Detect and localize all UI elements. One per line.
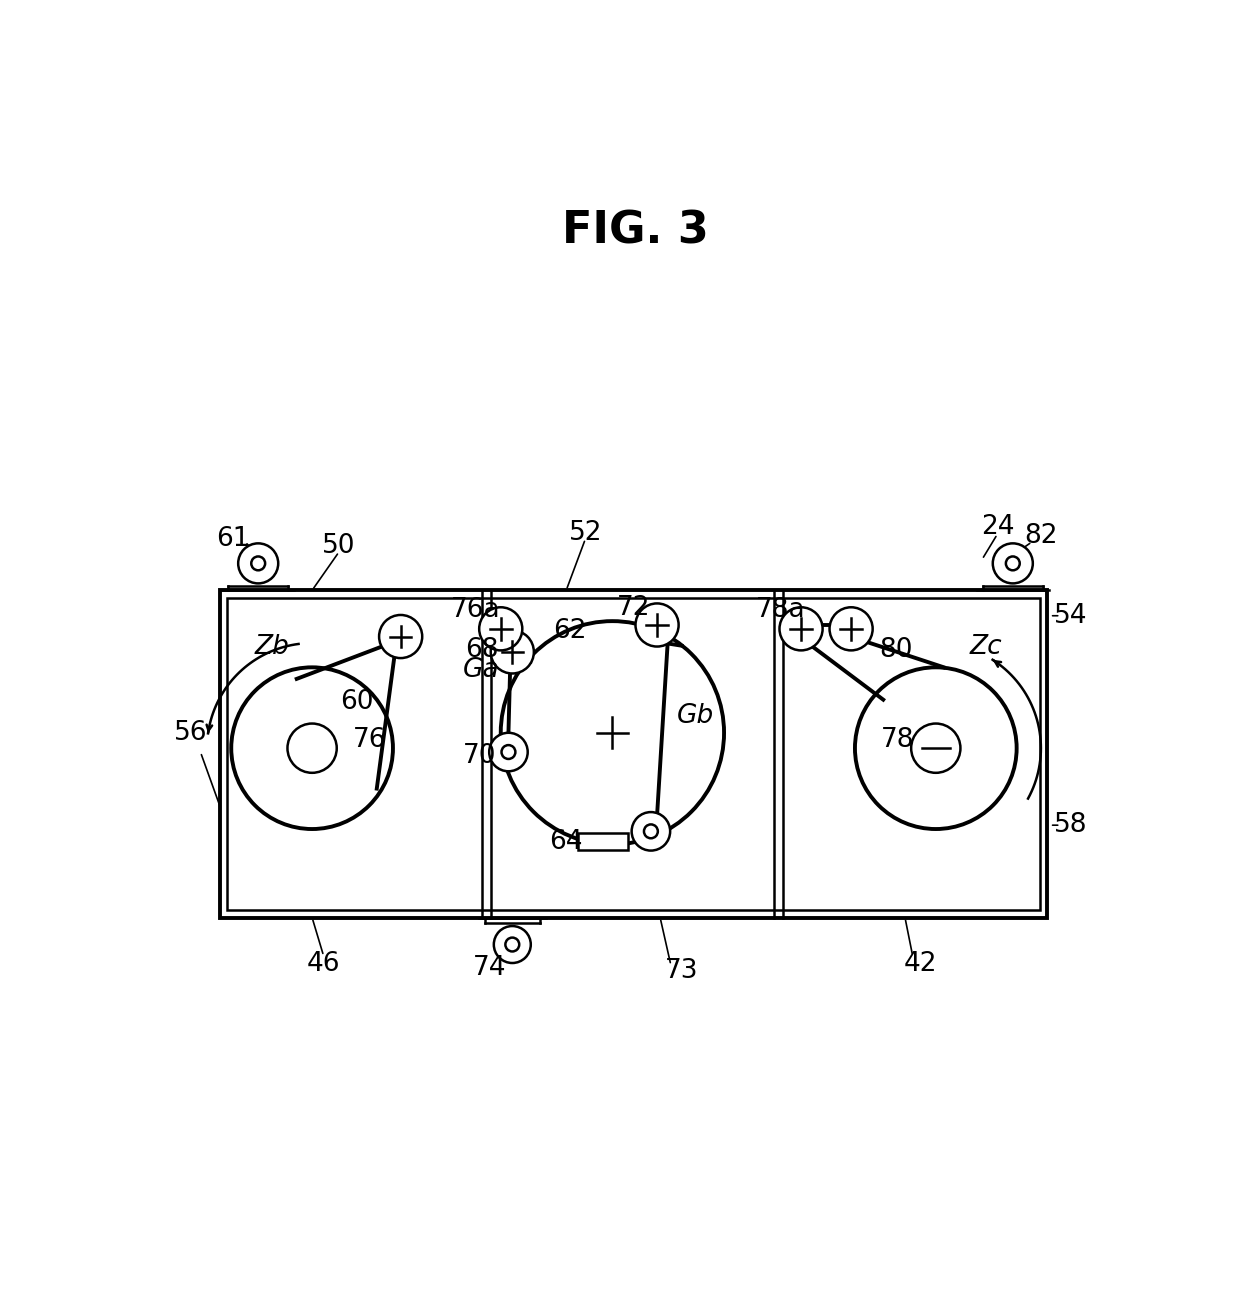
Text: 52: 52 bbox=[569, 520, 603, 546]
Circle shape bbox=[231, 668, 393, 829]
Text: 70: 70 bbox=[464, 743, 497, 769]
Text: 78a: 78a bbox=[755, 597, 805, 622]
Text: 73: 73 bbox=[665, 959, 698, 985]
Bar bbox=[227, 598, 1040, 910]
Text: 42: 42 bbox=[904, 951, 937, 977]
Text: 46: 46 bbox=[306, 951, 341, 977]
Text: 60: 60 bbox=[340, 688, 373, 716]
Text: 76a: 76a bbox=[450, 597, 500, 622]
Text: 61: 61 bbox=[216, 525, 249, 551]
Circle shape bbox=[252, 556, 265, 571]
Circle shape bbox=[854, 668, 1017, 829]
Text: 72: 72 bbox=[618, 595, 651, 621]
Circle shape bbox=[490, 732, 528, 771]
Circle shape bbox=[501, 745, 516, 760]
Circle shape bbox=[494, 927, 531, 963]
Circle shape bbox=[911, 723, 961, 773]
Text: Zc: Zc bbox=[970, 634, 1002, 660]
Text: 74: 74 bbox=[472, 955, 506, 981]
Text: 58: 58 bbox=[1054, 813, 1087, 839]
Circle shape bbox=[501, 621, 724, 845]
Circle shape bbox=[479, 607, 522, 651]
Text: 64: 64 bbox=[549, 829, 583, 855]
Text: 76: 76 bbox=[353, 727, 387, 753]
Text: 56: 56 bbox=[174, 719, 207, 745]
Text: Gb: Gb bbox=[677, 703, 714, 729]
Bar bbox=[578, 833, 627, 850]
Text: 54: 54 bbox=[1054, 603, 1087, 629]
Text: 80: 80 bbox=[879, 637, 913, 663]
Text: 24: 24 bbox=[981, 514, 1014, 540]
Circle shape bbox=[644, 824, 658, 839]
Circle shape bbox=[780, 607, 822, 651]
Circle shape bbox=[1006, 556, 1019, 571]
Circle shape bbox=[238, 543, 278, 584]
Text: 68: 68 bbox=[465, 637, 498, 663]
Text: Zb: Zb bbox=[254, 634, 289, 660]
Circle shape bbox=[631, 813, 670, 850]
Text: FIG. 3: FIG. 3 bbox=[562, 210, 709, 252]
Circle shape bbox=[491, 630, 534, 673]
Text: 82: 82 bbox=[1024, 524, 1058, 550]
Text: 50: 50 bbox=[322, 533, 356, 559]
Circle shape bbox=[635, 603, 678, 647]
Text: 62: 62 bbox=[553, 619, 587, 644]
Bar bbox=[219, 590, 1048, 917]
Circle shape bbox=[993, 543, 1033, 584]
Text: Ga: Ga bbox=[464, 656, 500, 683]
Circle shape bbox=[379, 615, 422, 659]
Circle shape bbox=[830, 607, 873, 651]
Circle shape bbox=[506, 938, 520, 951]
Text: 78: 78 bbox=[880, 727, 914, 753]
Circle shape bbox=[288, 723, 337, 773]
